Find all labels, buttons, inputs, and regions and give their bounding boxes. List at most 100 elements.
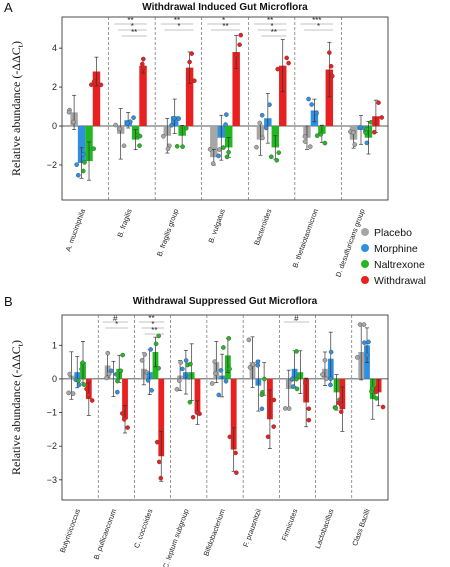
data-point [187,399,193,405]
bar-withdrawal [139,65,147,127]
panel-title: Withdrawal Suppressed Gut Microflora [133,296,318,307]
data-point [352,142,358,147]
data-point [117,126,122,132]
y-axis-label-sub: t [16,44,25,47]
data-point [217,147,222,152]
data-point [275,66,280,72]
data-point [218,368,224,373]
data-point [156,365,161,371]
data-point [328,376,333,382]
category-label: C. coccoides [132,507,155,549]
y-axis-label: Relative abundance (-ΔΔCt) [9,41,25,176]
data-point [80,360,85,365]
data-point [66,109,72,115]
data-point [121,143,127,149]
data-point [137,143,142,148]
category-label: B. thetaiotaomicron [290,208,320,269]
data-point [148,347,153,352]
significance-label: ** [267,16,273,25]
data-point [361,322,367,327]
significance-label: ** [148,314,154,323]
data-point [373,386,379,392]
data-point [271,397,277,403]
data-point [255,362,261,368]
data-point [259,392,265,398]
data-point [177,378,182,383]
category-label: Butyricicoccus [58,507,82,554]
bar-withdrawal [230,378,237,450]
y-tick-label: −2 [47,160,57,170]
data-point [357,124,363,130]
data-point [234,470,239,475]
data-point [145,378,151,383]
significance-label: ** [174,16,180,25]
bar-morphine [77,126,86,164]
data-point [267,102,272,107]
data-point [259,406,265,412]
category-label: B. vulgatus [206,207,227,244]
data-point [320,372,325,377]
data-point [81,168,86,174]
data-point [254,144,259,150]
data-point [221,145,226,150]
data-point [171,115,177,121]
plot-frame [61,314,389,501]
data-point [250,362,256,367]
data-point [289,376,295,382]
data-point [374,396,379,401]
legend-marker [361,276,369,284]
data-point [209,381,215,386]
data-point [372,129,377,135]
data-point [125,120,130,126]
data-point [153,341,159,347]
data-point [302,134,308,139]
data-point [216,153,221,159]
data-point [246,337,252,343]
data-point [180,144,185,149]
bar-withdrawal [185,67,194,127]
data-point [227,434,233,440]
data-point [154,439,160,445]
data-point [271,424,276,429]
y-tick-label: 0 [52,121,57,131]
category-label: Firmicutes [280,507,300,542]
y-axis-label-sub: t [16,343,25,346]
data-point [364,140,370,146]
panel-title: Withdrawal Induced Gut Microflora [142,2,308,13]
bar-withdrawal [194,378,201,413]
y-tick-label: −1 [47,408,57,418]
data-point [276,150,282,155]
bar-naltrexone [225,126,233,148]
category-label: F. prausnitzii [241,507,263,548]
data-point [66,390,71,396]
data-point [328,382,333,388]
data-point [226,336,232,341]
significance-label: * [131,22,134,31]
category-label: Bifidobacterium [201,508,226,558]
data-point [379,115,385,120]
data-point [237,42,242,48]
data-point [207,146,213,152]
data-point [323,376,329,382]
y-tick-label: −3 [47,475,57,485]
category-label: A. muciniphila [63,208,87,253]
significance-label: ** [131,28,137,37]
significance-label: * [317,22,320,31]
legend-label: Withdrawal [374,275,426,287]
data-point [115,389,120,395]
data-point [262,376,267,382]
data-point [247,365,253,370]
bar-withdrawal [279,65,287,127]
significance-label: * [222,16,225,25]
bar-placebo [210,126,218,158]
data-point [309,102,314,107]
data-point [327,50,332,55]
data-point [307,144,313,149]
y-tick-label: 1 [52,340,57,350]
data-point [227,366,232,372]
data-point [180,366,185,372]
significance-label: ** [151,326,157,335]
data-point [284,55,289,61]
data-point [76,382,82,388]
data-point [71,119,76,125]
